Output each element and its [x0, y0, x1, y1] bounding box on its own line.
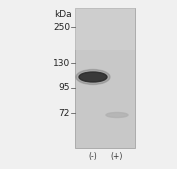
Bar	[75, 8, 135, 148]
Text: 72: 72	[59, 108, 70, 117]
Bar	[75, 8, 135, 50]
Ellipse shape	[76, 69, 110, 84]
Text: (+): (+)	[111, 152, 123, 162]
Text: (-): (-)	[89, 152, 97, 162]
Ellipse shape	[106, 113, 128, 117]
Text: kDa: kDa	[54, 10, 72, 19]
Ellipse shape	[79, 72, 107, 82]
Text: 130: 130	[53, 58, 70, 67]
Text: 95: 95	[59, 83, 70, 92]
Text: 250: 250	[53, 22, 70, 31]
